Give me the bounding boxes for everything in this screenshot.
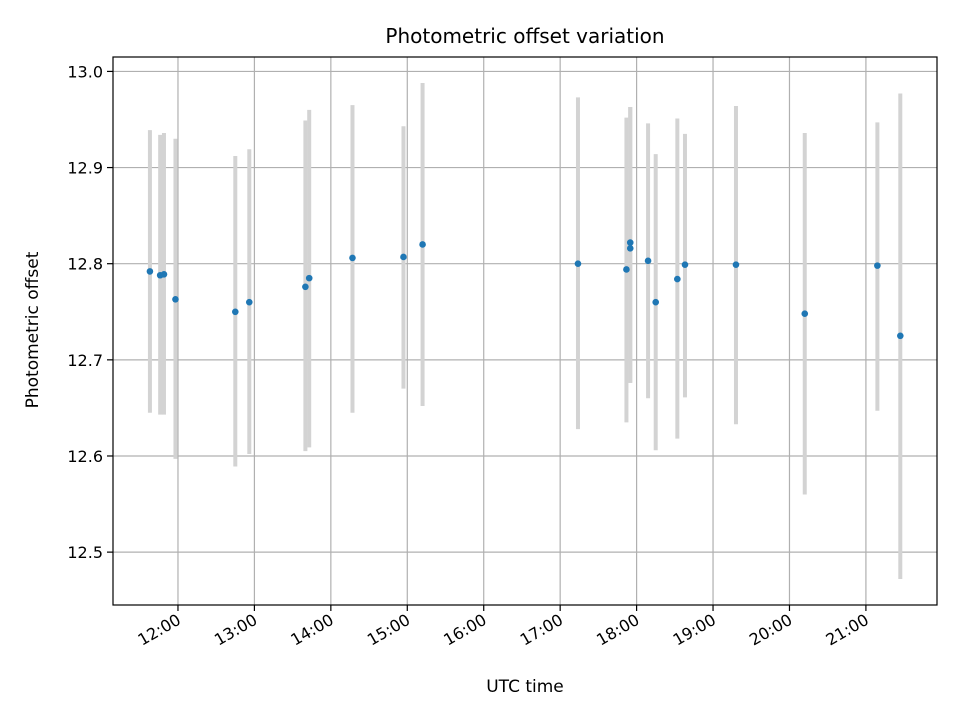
chart-title: Photometric offset variation	[385, 24, 664, 48]
data-point	[349, 254, 356, 262]
y-tick-label: 12.7	[67, 351, 103, 370]
y-tick-label: 12.9	[67, 159, 103, 178]
data-point	[146, 268, 154, 275]
data-point	[732, 261, 740, 268]
data-point	[245, 298, 253, 306]
axes-frame	[112, 56, 938, 606]
y-tick-label: 12.5	[67, 543, 103, 562]
data-point	[232, 308, 239, 316]
data-point	[574, 260, 582, 268]
data-point	[626, 245, 634, 252]
data-point	[874, 262, 881, 269]
y-tick-label: 13.0	[67, 62, 103, 81]
data-point	[644, 257, 652, 265]
data-point	[172, 295, 179, 303]
data-point	[623, 266, 630, 273]
plot-area: 12.512.612.712.812.913.012:00 13:00 14:00 1…	[67, 56, 938, 650]
data-point	[681, 261, 689, 268]
data-point	[626, 239, 634, 246]
data-point	[801, 310, 809, 317]
data-point	[305, 274, 313, 282]
data-point	[897, 332, 904, 340]
x-axis-label: UTC time	[486, 677, 564, 697]
data-point	[674, 275, 681, 283]
y-tick-label: 12.6	[67, 447, 103, 466]
y-tick-label: 12.8	[67, 255, 103, 274]
data-point	[419, 241, 426, 248]
data-point	[400, 253, 407, 261]
data-point	[652, 298, 660, 306]
data-point	[302, 283, 309, 291]
y-axis-label: Photometric offset	[23, 251, 43, 408]
data-point	[160, 270, 168, 278]
